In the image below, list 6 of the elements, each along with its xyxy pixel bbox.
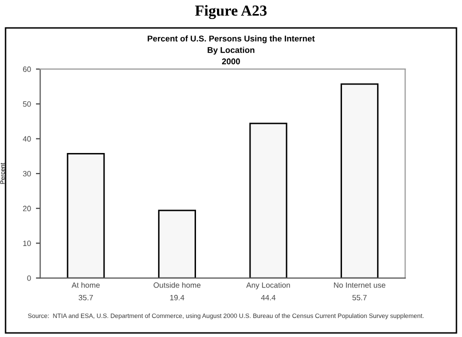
chart-title: Figure A23 xyxy=(195,5,267,20)
bar xyxy=(66,153,105,278)
bar xyxy=(158,210,196,278)
bar xyxy=(340,83,378,278)
chart-subtitle: Percent of U.S. Persons Using the Internet By Location 2000 xyxy=(148,35,315,64)
bar xyxy=(249,122,288,278)
